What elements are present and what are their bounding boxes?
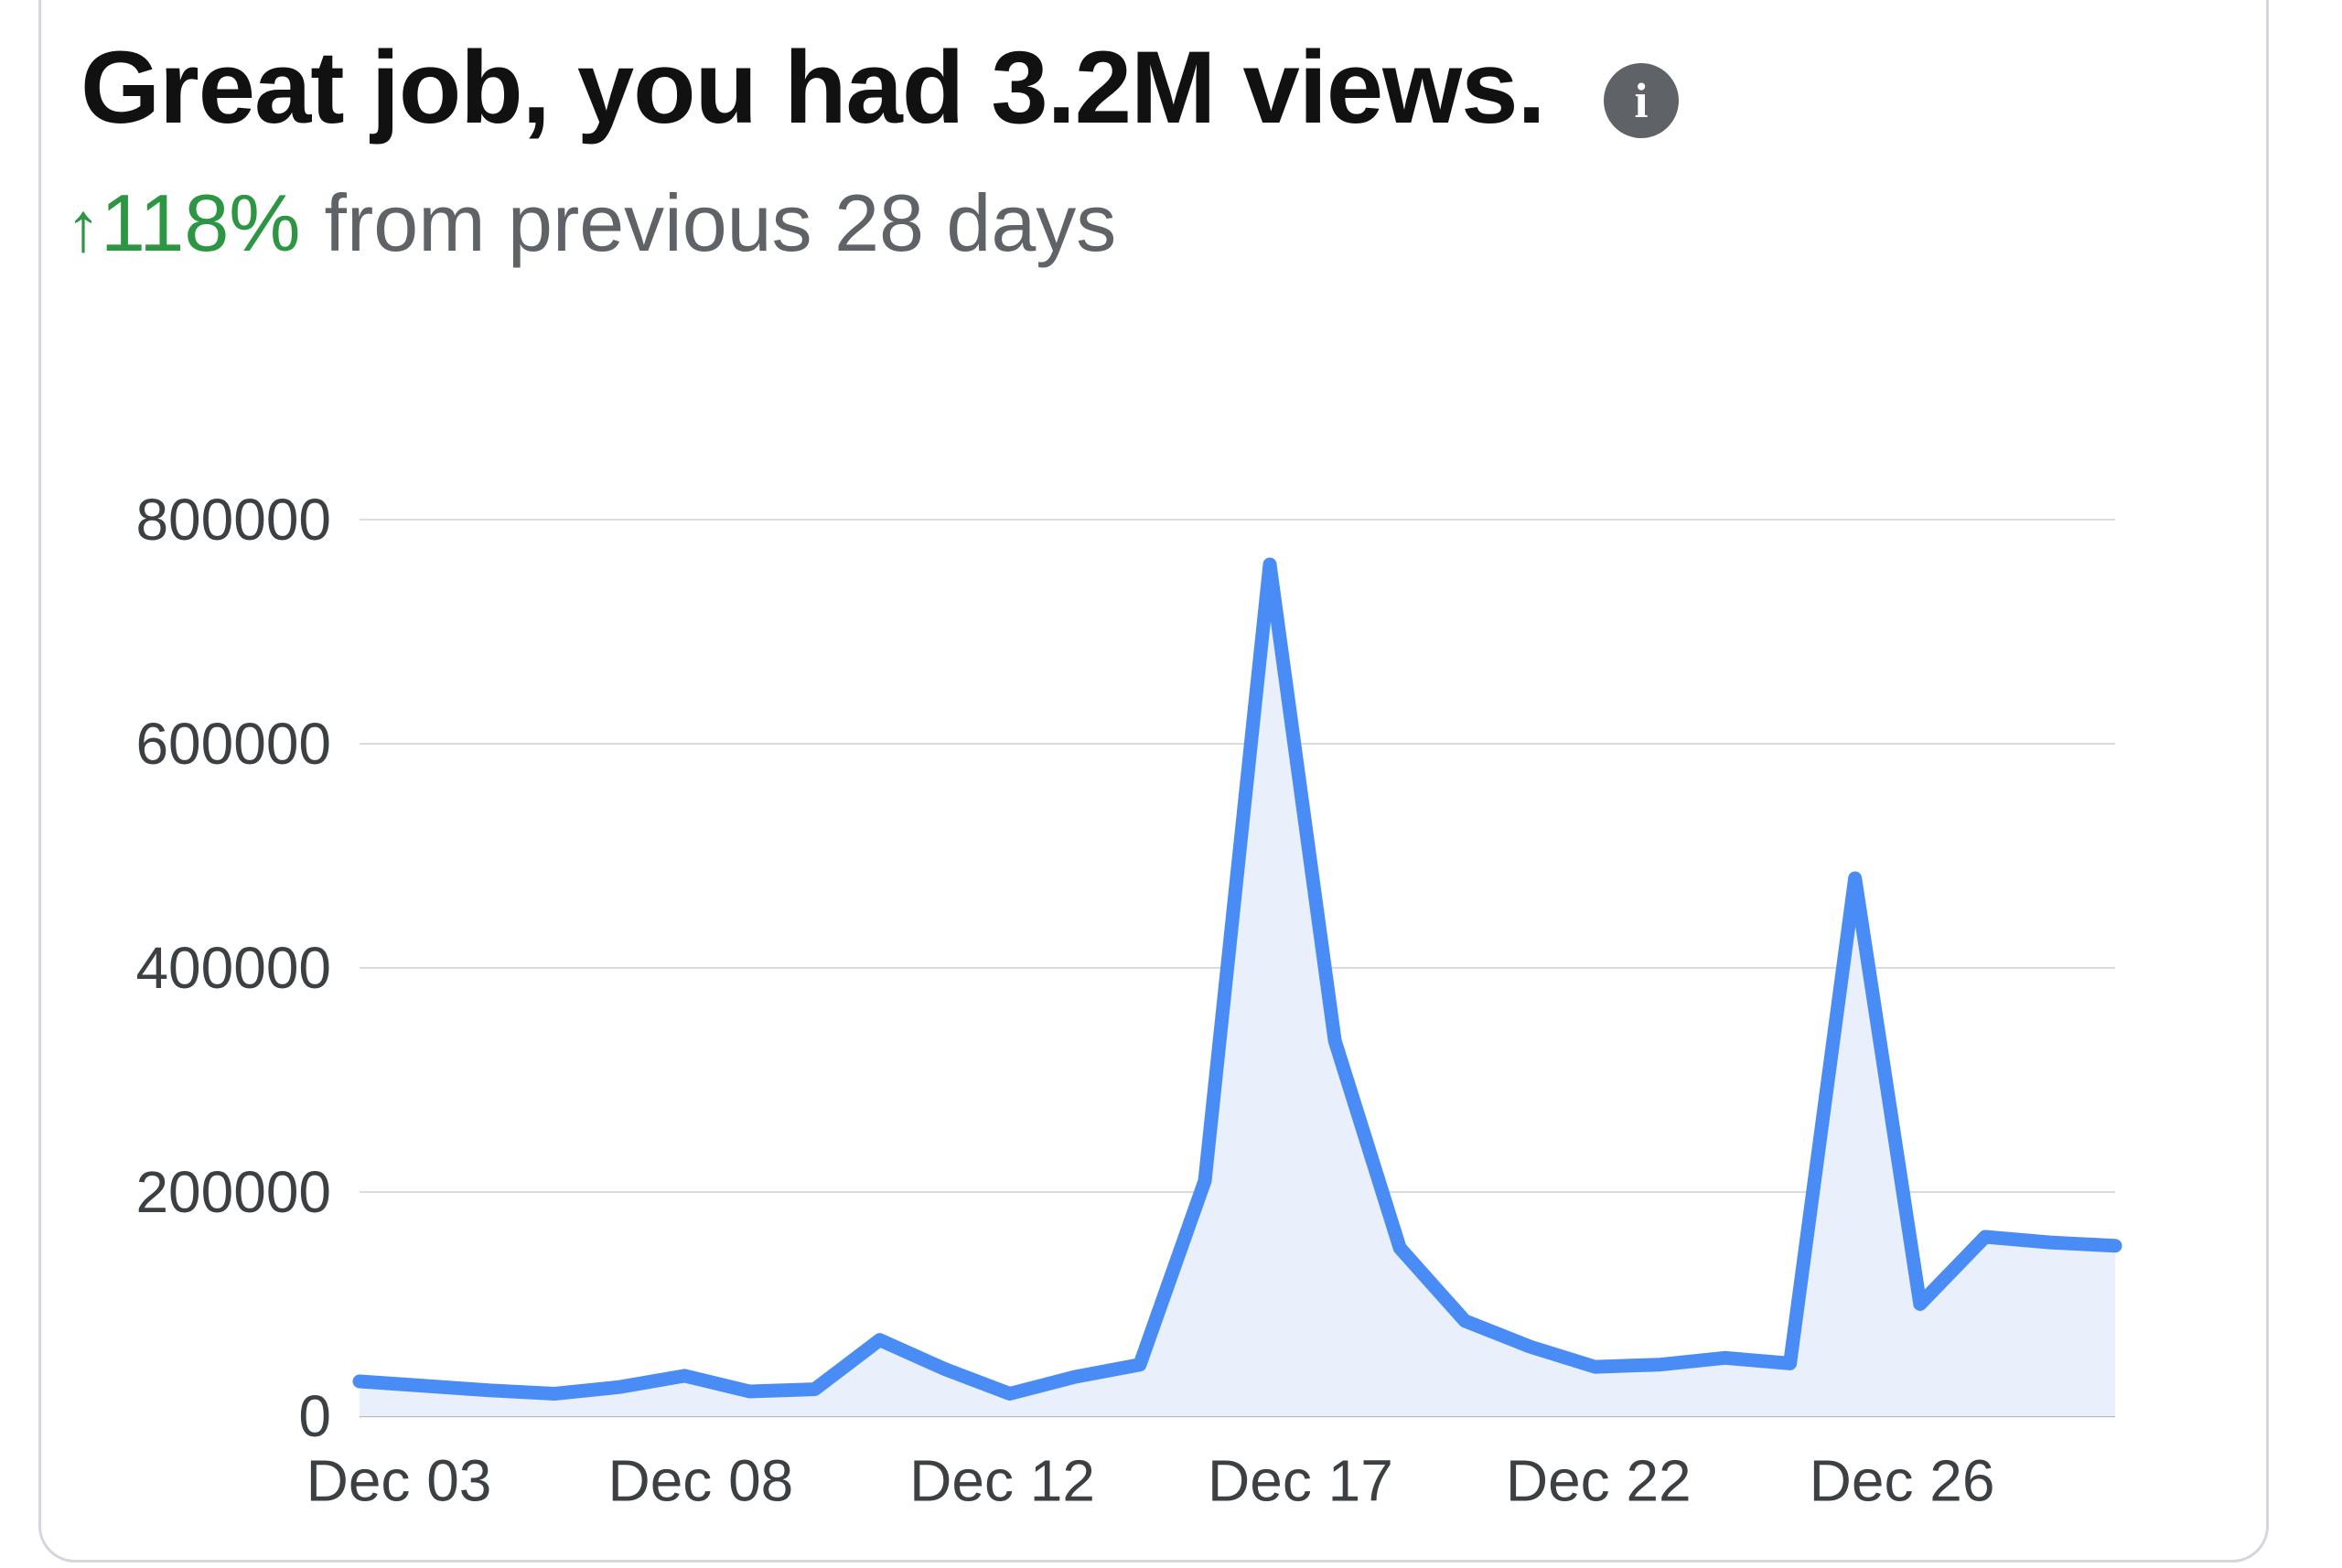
views-line bbox=[352, 557, 2122, 1401]
delta-percent: 118% bbox=[101, 177, 301, 268]
x-axis-label: Dec 22 bbox=[1506, 1447, 1692, 1513]
y-axis-label: 200000 bbox=[135, 1159, 331, 1225]
info-icon-glyph: i bbox=[1634, 73, 1649, 128]
x-axis-label: Dec 26 bbox=[1810, 1447, 1995, 1513]
y-axis-label: 600000 bbox=[135, 711, 331, 777]
page-title: Great job, you had 3.2M views. bbox=[81, 30, 1546, 145]
x-axis-label: Dec 03 bbox=[306, 1447, 492, 1513]
views-area bbox=[360, 564, 2115, 1416]
delta-caption: from previous 28 days bbox=[324, 177, 1117, 268]
x-axis-label: Dec 12 bbox=[909, 1447, 1095, 1513]
up-arrow-icon: ↑ bbox=[66, 188, 101, 266]
y-axis-label: 0 bbox=[298, 1383, 331, 1449]
info-icon[interactable]: i bbox=[1604, 63, 1679, 138]
y-axis-label: 400000 bbox=[135, 935, 331, 1001]
y-axis-label: 800000 bbox=[135, 487, 331, 553]
x-axis-label: Dec 08 bbox=[607, 1447, 793, 1513]
delta-summary: ↑118% from previous 28 days bbox=[66, 179, 1116, 272]
x-axis-label: Dec 17 bbox=[1208, 1447, 1393, 1513]
